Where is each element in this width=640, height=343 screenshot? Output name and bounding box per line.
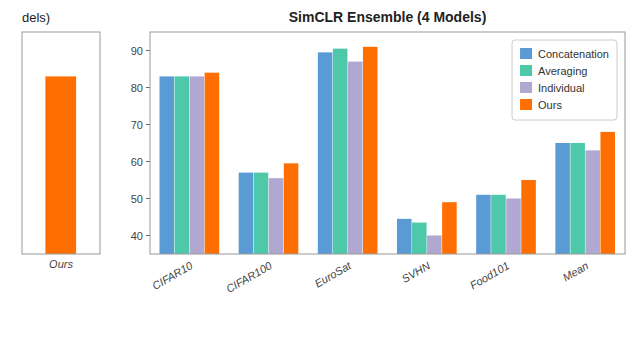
legend-swatch	[520, 65, 532, 76]
bar	[175, 76, 190, 254]
bars	[45, 76, 76, 254]
bar	[570, 143, 585, 254]
legend-box	[512, 40, 617, 120]
bar	[269, 178, 284, 254]
legend-label: Concatenation	[538, 48, 609, 60]
y-tick	[146, 198, 150, 199]
chart-panel: dels) Ours	[22, 10, 100, 270]
bar	[600, 132, 615, 254]
legend-label: Averaging	[538, 65, 587, 77]
y-tick-label: 70	[131, 119, 143, 131]
x-tick-label: EuroSat	[312, 259, 353, 290]
bar	[45, 76, 76, 254]
y-tick	[146, 235, 150, 236]
bar	[190, 76, 205, 254]
legend-label: Ours	[538, 99, 562, 111]
bar	[254, 173, 269, 254]
x-tick-label: SVHN	[400, 259, 433, 285]
legend-swatch	[520, 82, 532, 93]
y-tick-label: 80	[131, 82, 143, 94]
bar	[318, 52, 333, 254]
bar	[397, 219, 412, 254]
plot-frame	[150, 32, 625, 254]
bar	[521, 180, 536, 254]
bar	[555, 143, 570, 254]
y-tick	[146, 124, 150, 125]
chart-panel: SimCLR Ensemble (4 Models) 40 50 60 70 80 90 CI…	[131, 9, 625, 295]
bar	[491, 195, 506, 254]
legend-swatch	[520, 48, 532, 59]
y-tick-label: 50	[131, 193, 143, 205]
bar	[427, 236, 442, 255]
plot-frame	[22, 32, 100, 254]
bar	[239, 173, 254, 254]
legend-swatch	[520, 99, 532, 110]
x-tick-label: Food101	[468, 259, 512, 291]
bar	[205, 73, 220, 254]
bar	[333, 49, 348, 254]
y-tick-label: 60	[131, 156, 143, 168]
bar	[412, 223, 427, 254]
chart-title: SimCLR Ensemble (4 Models)	[289, 9, 487, 25]
bar	[348, 62, 363, 254]
bar	[363, 47, 378, 254]
bar	[506, 199, 521, 255]
bar	[160, 76, 175, 254]
y-tick	[146, 161, 150, 162]
x-tick-label: CIFAR10	[150, 259, 195, 292]
y-tick	[146, 87, 150, 88]
bar	[284, 163, 299, 254]
legend-label: Individual	[538, 82, 584, 94]
bar	[585, 150, 600, 254]
x-tick-label: Mean	[561, 259, 591, 283]
chart-root: dels) Ours SimCLR Ensemble (4 Models) 40 50 6…	[0, 0, 640, 343]
y-tick	[146, 50, 150, 51]
x-tick-label: Ours	[49, 258, 73, 270]
x-tick-label: CIFAR100	[224, 259, 275, 295]
bar	[442, 202, 457, 254]
y-tick-label: 90	[131, 45, 143, 57]
y-tick-label: 40	[131, 230, 143, 242]
bar	[476, 195, 491, 254]
chart-title: dels)	[22, 10, 50, 25]
legend: Concatenation Averaging Individual Ours	[512, 40, 617, 120]
